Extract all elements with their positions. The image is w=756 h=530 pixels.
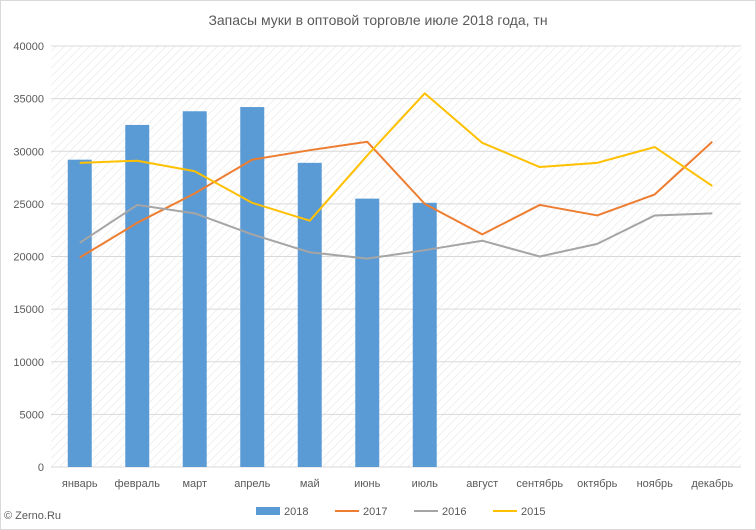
bar-2018-5 — [355, 198, 380, 468]
x-tick-label: январь — [62, 478, 98, 490]
bar-2018-4 — [297, 162, 322, 467]
bar-2018-0 — [67, 159, 92, 468]
y-tick-label: 20000 — [13, 252, 44, 264]
x-tick-label: март — [182, 478, 207, 490]
x-tick-label: май — [300, 478, 320, 490]
x-tick-label: февраль — [115, 478, 161, 490]
legend-label-2018: 2018 — [284, 506, 308, 518]
x-tick-label: ноябрь — [637, 478, 674, 490]
y-tick-label: 0 — [38, 462, 44, 474]
x-tick-label: июнь — [354, 478, 380, 490]
x-tick-label: июль — [412, 478, 439, 490]
legend-label-2016: 2016 — [442, 506, 466, 518]
bar-2018-3 — [240, 107, 265, 468]
chart-title: Запасы муки в оптовой торговле июле 2018… — [208, 12, 547, 28]
x-tick-label: декабрь — [691, 478, 733, 490]
x-axis: январь февраль март апрель май июнь июль август… — [62, 478, 734, 490]
y-tick-label: 15000 — [13, 304, 44, 316]
legend: 2018 2017 2016 2015 — [256, 506, 545, 518]
y-tick-label: 40000 — [13, 41, 44, 53]
legend-label-2017: 2017 — [363, 506, 387, 518]
bar-2018-6 — [412, 202, 437, 467]
legend-swatch-2018 — [256, 507, 280, 515]
y-tick-label: 10000 — [13, 357, 44, 369]
y-tick-label: 5000 — [20, 409, 44, 421]
x-tick-label: сентябрь — [516, 478, 563, 490]
y-tick-label: 25000 — [13, 199, 44, 211]
y-tick-label: 30000 — [13, 146, 44, 158]
line-2017 — [79, 140, 713, 259]
bar-series — [67, 107, 437, 468]
x-tick-label: октябрь — [577, 478, 617, 490]
x-tick-label: апрель — [234, 478, 270, 490]
x-tick-label: август — [466, 478, 498, 490]
credit-text: © Zerno.Ru — [4, 510, 62, 522]
line-series — [79, 92, 713, 260]
y-tick-label: 35000 — [13, 94, 44, 106]
line-2016 — [79, 203, 713, 260]
line-2015 — [79, 92, 713, 222]
y-axis: 0 5000 10000 15000 20000 25000 30000 35000 40000 — [13, 41, 44, 474]
legend-label-2015: 2015 — [521, 506, 545, 518]
bar-2018-1 — [125, 124, 150, 467]
bar-2018-2 — [182, 111, 207, 467]
